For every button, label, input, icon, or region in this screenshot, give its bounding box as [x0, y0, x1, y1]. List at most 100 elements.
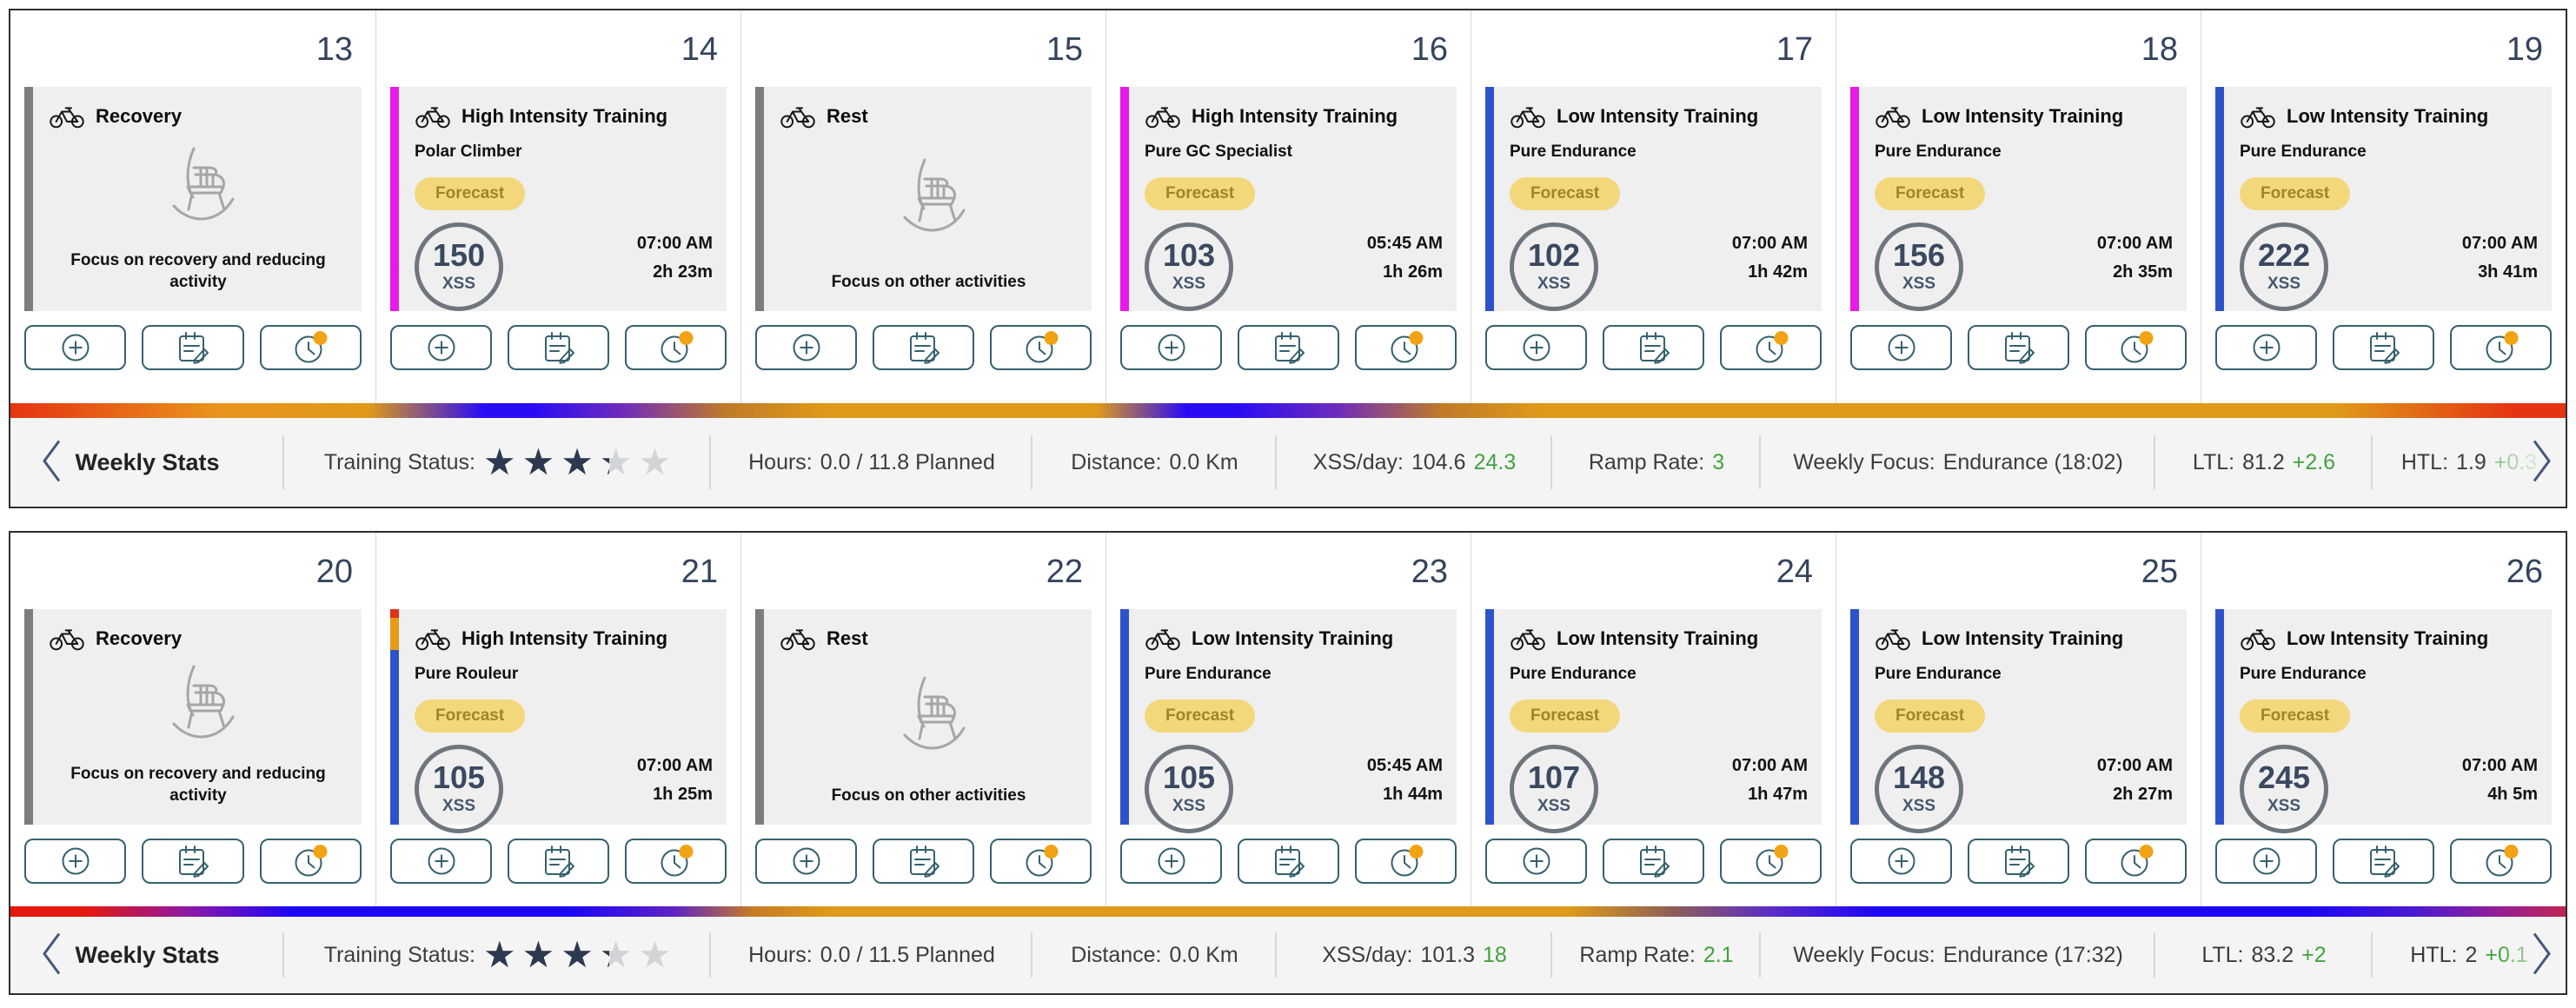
add-workout-button[interactable]	[755, 839, 857, 884]
add-workout-button[interactable]	[1120, 325, 1222, 370]
xss-value: 148	[1892, 759, 1946, 795]
add-workout-button[interactable]	[1850, 839, 1952, 884]
stat-cell: Distance: 0.0 Km	[1032, 917, 1277, 993]
xss-circle: 222 XSS	[2240, 222, 2328, 311]
xss-value: 105	[432, 759, 486, 795]
next-week-button[interactable]	[2531, 930, 2553, 981]
prev-week-button[interactable]	[40, 930, 63, 981]
day-number: 20	[315, 554, 353, 590]
day-number: 24	[1776, 554, 1813, 590]
workout-card[interactable]: Low Intensity Training Pure Endurance Fore…	[1485, 609, 1822, 833]
workout-card[interactable]: High Intensity Training Polar Climber Fore…	[390, 87, 727, 311]
add-workout-button[interactable]	[390, 325, 492, 370]
edit-plan-button[interactable]	[2333, 325, 2434, 370]
edit-plan-button[interactable]	[873, 325, 974, 370]
edit-plan-button[interactable]	[508, 839, 609, 884]
edit-plan-button[interactable]	[1968, 325, 2069, 370]
week-block: 13 Recovery Focus on recovery and reducing…	[9, 9, 2567, 508]
card-title: High Intensity Training	[1192, 105, 1398, 127]
add-workout-button[interactable]	[2215, 325, 2317, 370]
activity-time-button[interactable]	[2450, 325, 2552, 370]
add-workout-button[interactable]	[1485, 325, 1587, 370]
weekly-stats-header-cell: Weekly Stats	[10, 418, 284, 507]
bicycle-icon	[780, 104, 816, 129]
xss-circle: 156 XSS	[1875, 222, 1963, 311]
edit-plan-button[interactable]	[1603, 839, 1704, 884]
activity-time-button[interactable]	[2450, 839, 2552, 884]
add-workout-button[interactable]	[1485, 839, 1587, 884]
activity-time-button[interactable]	[259, 325, 362, 370]
activity-time-button[interactable]	[1355, 839, 1457, 884]
rest-card[interactable]: Rest Focus on other activities	[755, 609, 1092, 825]
edit-plan-button[interactable]	[873, 839, 974, 884]
add-workout-button[interactable]	[1120, 839, 1222, 884]
workout-card[interactable]: Low Intensity Training Pure Endurance Fore…	[1120, 609, 1457, 833]
add-workout-button[interactable]	[390, 839, 492, 884]
add-workout-button[interactable]	[755, 325, 857, 370]
clock-icon	[1022, 328, 1060, 367]
edit-plan-button[interactable]	[1238, 325, 1339, 370]
star-icon: ★★	[561, 441, 594, 482]
workout-card[interactable]: High Intensity Training Pure Rouleur Forec…	[390, 609, 727, 833]
card-title: Low Intensity Training	[2287, 105, 2489, 127]
activity-time-button[interactable]	[259, 839, 362, 884]
workout-card[interactable]: Low Intensity Training Pure Endurance Fore…	[1485, 87, 1822, 311]
workout-card[interactable]: Low Intensity Training Pure Endurance Fore…	[2215, 87, 2552, 311]
rest-illustration	[886, 129, 973, 271]
rest-card[interactable]: Recovery Focus on recovery and reducing a…	[24, 609, 362, 825]
card-actions	[755, 325, 1092, 370]
xss-unit-label: XSS	[1902, 797, 1936, 815]
add-workout-button[interactable]	[2215, 839, 2317, 884]
schedule-block: 07:00 AM 2h 35m	[2097, 229, 2173, 287]
clock-icon	[1752, 328, 1790, 367]
clock-icon	[1022, 842, 1060, 880]
activity-time-button[interactable]	[1720, 839, 1822, 884]
add-workout-button[interactable]	[24, 839, 127, 884]
plus-icon	[1519, 330, 1554, 365]
card-title: Low Intensity Training	[2287, 627, 2489, 649]
xss-value: 103	[1162, 237, 1216, 273]
star-icon: ★	[638, 934, 672, 975]
schedule-block: 07:00 AM 2h 23m	[637, 229, 713, 287]
workout-card[interactable]: Low Intensity Training Pure Endurance Fore…	[1850, 609, 2187, 833]
xss-value: 222	[2257, 237, 2311, 273]
day-column: 20 Recovery Focus on recovery and reducing…	[10, 533, 375, 906]
prev-week-button[interactable]	[40, 437, 63, 488]
workout-card[interactable]: High Intensity Training Pure GC Specialis…	[1120, 87, 1457, 311]
activity-time-button[interactable]	[2085, 839, 2187, 884]
card-title: Low Intensity Training	[1557, 105, 1759, 127]
edit-plan-button[interactable]	[2333, 839, 2434, 884]
activity-time-button[interactable]	[625, 325, 727, 370]
workout-card[interactable]: Low Intensity Training Pure Endurance Fore…	[1850, 87, 2187, 311]
add-workout-button[interactable]	[24, 325, 127, 370]
edit-plan-button[interactable]	[142, 325, 244, 370]
notepad-edit-icon	[905, 329, 943, 366]
chevron-left-icon	[40, 437, 63, 488]
workout-card[interactable]: Low Intensity Training Pure Endurance Fore…	[2215, 609, 2552, 833]
edit-plan-button[interactable]	[1238, 839, 1339, 884]
activity-time-button[interactable]	[625, 839, 727, 884]
activity-time-button[interactable]	[990, 839, 1092, 884]
next-week-button[interactable]	[2531, 437, 2553, 488]
rest-card[interactable]: Recovery Focus on recovery and reducing a…	[24, 87, 362, 311]
xss-value: 245	[2257, 759, 2311, 795]
activity-time-button[interactable]	[1720, 325, 1822, 370]
card-accent-bar	[755, 609, 764, 825]
activity-time-button[interactable]	[990, 325, 1092, 370]
day-number: 22	[1046, 554, 1083, 590]
card-title-row: High Intensity Training	[415, 104, 713, 129]
edit-plan-button[interactable]	[508, 325, 609, 370]
activity-time-button[interactable]	[2085, 325, 2187, 370]
add-workout-button[interactable]	[1850, 325, 1952, 370]
edit-plan-button[interactable]	[1603, 325, 1704, 370]
workout-name: Pure Endurance	[1510, 665, 1637, 683]
forecast-badge: Forecast	[1875, 177, 1986, 210]
notepad-edit-icon	[540, 329, 578, 366]
edit-plan-button[interactable]	[142, 839, 244, 884]
card-title-row: Low Intensity Training	[1510, 627, 1808, 651]
activity-time-button[interactable]	[1355, 325, 1457, 370]
edit-plan-button[interactable]	[1968, 839, 2069, 884]
rest-card[interactable]: Rest Focus on other activities	[755, 87, 1092, 311]
bicycle-icon	[780, 627, 816, 651]
plus-icon	[1884, 330, 1919, 365]
